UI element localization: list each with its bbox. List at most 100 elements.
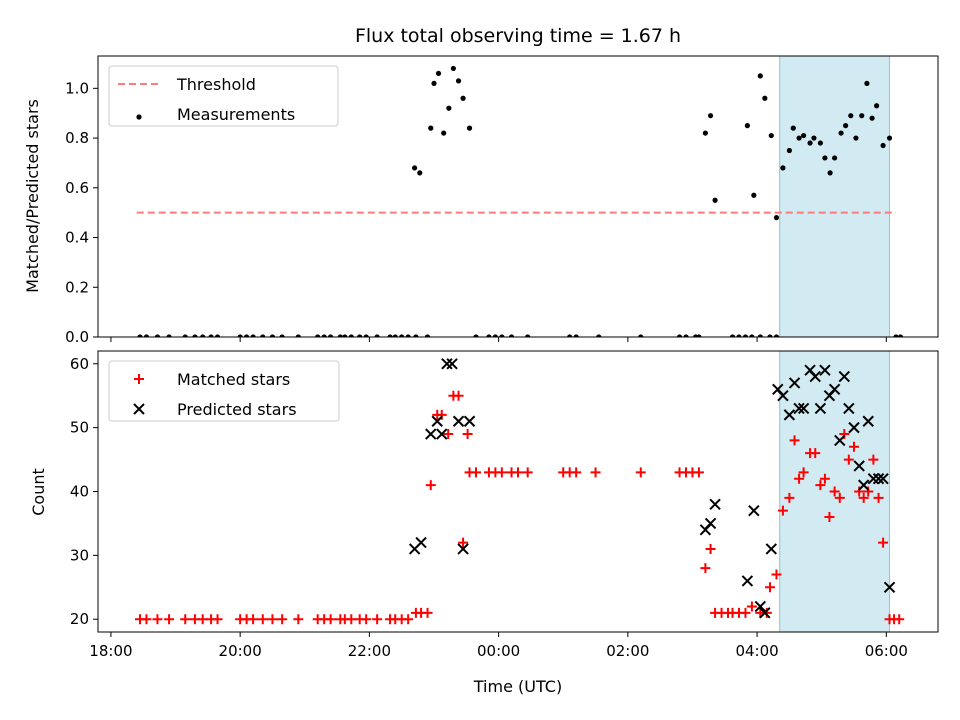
measurement-point — [387, 334, 393, 337]
predicted-star-point — [446, 358, 458, 370]
measurement-point — [864, 80, 870, 86]
measurement-point — [525, 334, 531, 337]
measurement-point — [707, 113, 714, 119]
legend-label: Measurements — [177, 105, 295, 124]
measurement-point — [838, 130, 844, 136]
legend-matched-swatch — [134, 374, 144, 384]
measurement-point — [749, 334, 755, 337]
x-tick-label: 18:00 — [89, 642, 132, 660]
predicted-star-point — [828, 383, 841, 396]
predicted-star-point — [834, 434, 846, 447]
matched-star-point — [878, 537, 889, 548]
measurement-point — [817, 140, 824, 146]
matched-star-point — [810, 448, 821, 459]
measurement-point — [683, 334, 689, 337]
predicted-star-point — [463, 415, 476, 427]
measurement-point — [567, 334, 573, 337]
matched-star-point — [834, 492, 845, 503]
matched-star-point — [854, 486, 865, 497]
predicted-star-point — [838, 370, 851, 383]
measurement-point — [250, 334, 256, 337]
measurement-point — [315, 334, 321, 337]
legend-label: Threshold — [176, 75, 256, 94]
measurement-point — [859, 113, 865, 119]
measurement-point — [827, 170, 833, 176]
predicted-star-point — [748, 504, 760, 517]
predicted-star-point — [759, 607, 771, 619]
legend: Matched stars Predicted stars — [108, 360, 340, 422]
measurement-point — [768, 132, 774, 139]
measurement-point — [269, 334, 276, 337]
matched-star-point — [771, 569, 782, 580]
measurement-point — [348, 334, 354, 337]
measurement-point — [729, 334, 736, 337]
matched-star-point — [815, 480, 826, 491]
measurement-point — [874, 103, 880, 109]
plot-area — [136, 65, 904, 337]
measurement-point — [893, 334, 899, 337]
measurement-point — [767, 334, 773, 337]
legend-box — [108, 65, 339, 127]
axes-frame — [97, 55, 939, 338]
measurement-point — [869, 115, 875, 121]
measurement-point — [342, 334, 348, 337]
measurement-point — [762, 95, 768, 101]
measurement-point — [712, 197, 718, 203]
measurement-point — [853, 135, 859, 141]
measurement-point — [696, 334, 702, 337]
predicted-star-point — [704, 517, 717, 530]
measurement-point — [773, 334, 780, 337]
measurement-point — [154, 334, 161, 337]
bottom-panel: 20 30 40 50 60 18:00 20:00 22:00 00:00 02:00 04:00… — [29, 350, 939, 660]
matched-star-point — [152, 614, 163, 625]
measurement-point — [166, 334, 172, 337]
measurement-point — [441, 130, 447, 136]
matched-star-point — [141, 614, 152, 625]
predicted-star-point — [783, 409, 796, 421]
measurement-point — [744, 123, 750, 129]
x-tick-label: 04:00 — [735, 642, 778, 660]
matched-star-point — [267, 614, 278, 625]
measurement-point — [796, 135, 802, 141]
measurement-point — [757, 334, 763, 337]
measurement-point — [455, 78, 462, 84]
matched-star-point — [325, 614, 336, 625]
matched-star-point — [635, 467, 646, 478]
highlight-band — [779, 55, 891, 338]
measurement-point — [143, 334, 150, 337]
matched-star-point — [346, 614, 357, 625]
measurement-point — [192, 334, 198, 337]
predicted-star-point — [457, 543, 469, 555]
measurement-point — [486, 334, 492, 337]
x-tick-label: 00:00 — [477, 642, 520, 660]
measurement-point — [807, 140, 813, 146]
predicted-star-point — [797, 402, 810, 415]
plot-area — [135, 358, 905, 625]
measurement-point — [822, 155, 828, 161]
matched-star-point — [496, 467, 507, 478]
measurement-point — [466, 125, 473, 131]
predicted-star-point — [415, 536, 427, 549]
series-dot — [137, 65, 904, 337]
x-tick-label: 02:00 — [606, 642, 649, 660]
measurement-point — [399, 334, 405, 337]
legend-measurement-swatch — [136, 114, 142, 120]
y-tick-label: 40 — [70, 483, 89, 501]
measurement-point — [260, 334, 266, 337]
x-axis-label: Time (UTC) — [473, 677, 562, 696]
measurement-point — [843, 123, 849, 129]
predicted-star-point — [883, 581, 896, 594]
matched-star-point — [839, 429, 850, 440]
measurement-point — [801, 132, 807, 139]
matched-star-point — [824, 512, 835, 523]
x-tick-label: 20:00 — [219, 642, 262, 660]
measurement-point — [374, 334, 380, 337]
predicted-star-point — [848, 421, 860, 434]
measurement-point — [832, 155, 838, 161]
measurement-point — [244, 334, 250, 337]
predicted-star-point — [436, 428, 448, 440]
predicted-star-point — [862, 415, 874, 427]
matched-star-point — [212, 614, 223, 625]
matched-star-point — [522, 467, 533, 478]
